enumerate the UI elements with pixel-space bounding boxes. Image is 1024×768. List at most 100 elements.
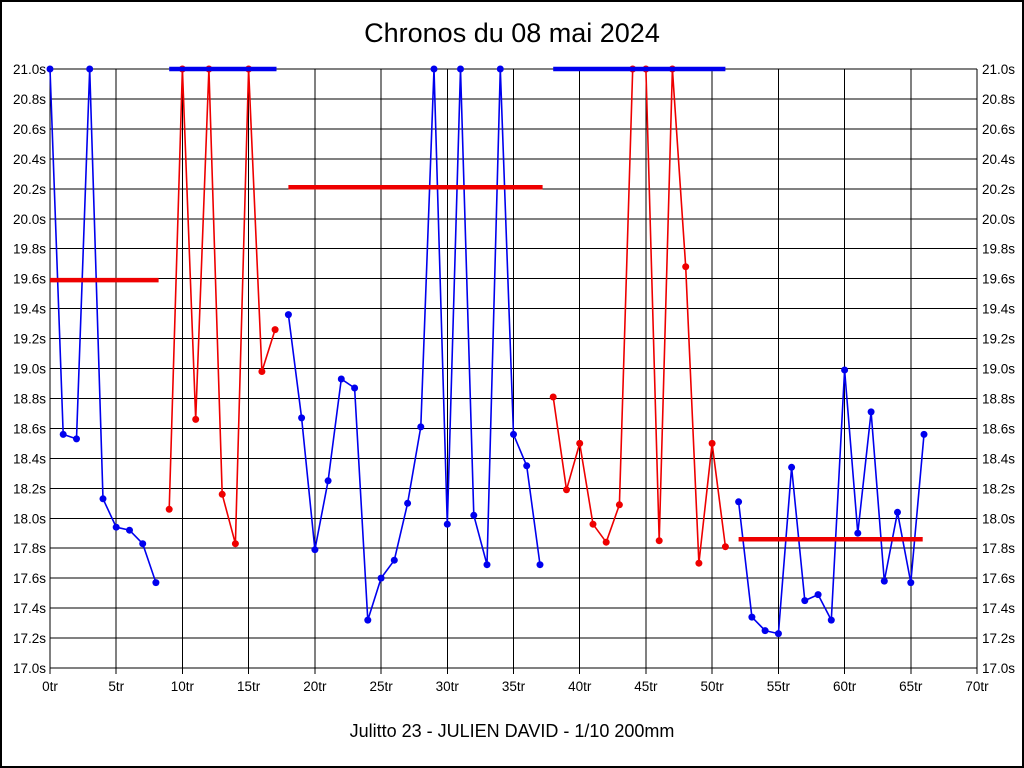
data-point — [854, 529, 862, 537]
data-point — [390, 556, 398, 564]
y-tick-label-right: 17.8s — [982, 541, 1015, 556]
data-point — [907, 579, 915, 587]
y-tick-label-left: 19.2s — [13, 332, 46, 347]
y-tick-label-left: 18.6s — [13, 421, 46, 436]
data-point — [920, 430, 928, 438]
data-point — [721, 543, 729, 551]
y-tick-label-right: 18.4s — [982, 451, 1015, 466]
y-tick-label-left: 21.0s — [13, 62, 46, 77]
data-point — [470, 511, 478, 519]
data-point — [536, 561, 544, 569]
data-point — [708, 439, 716, 447]
data-point — [324, 477, 332, 485]
data-point — [589, 520, 597, 528]
y-tick-label-right: 20.4s — [982, 152, 1015, 167]
x-tick-label: 15tr — [237, 679, 261, 694]
y-tick-label-left: 18.8s — [13, 391, 46, 406]
y-tick-label-left: 17.0s — [13, 661, 46, 676]
data-point — [417, 423, 425, 431]
data-point — [576, 439, 584, 447]
data-point — [258, 368, 266, 375]
data-point — [761, 627, 769, 635]
data-point — [549, 393, 557, 401]
data-point — [867, 408, 875, 416]
y-tick-label-right: 19.0s — [982, 362, 1015, 377]
chart-footer: Julitto 23 - JULIEN DAVID - 1/10 200mm — [349, 721, 675, 741]
data-point — [880, 577, 888, 585]
y-tick-label-left: 18.0s — [13, 511, 46, 526]
data-point — [152, 579, 160, 587]
data-point — [615, 501, 623, 509]
data-point — [218, 490, 226, 498]
x-tick-label: 35tr — [502, 679, 526, 694]
data-point — [827, 616, 835, 624]
series-line — [737, 369, 925, 635]
y-tick-label-left: 20.8s — [13, 92, 46, 107]
data-point — [655, 537, 663, 545]
data-point — [337, 375, 345, 383]
y-tick-label-left: 20.4s — [13, 152, 46, 167]
data-point — [523, 462, 531, 470]
data-point — [73, 435, 80, 443]
data-point — [443, 520, 451, 528]
data-point — [841, 366, 849, 374]
y-tick-label-left: 18.2s — [13, 481, 46, 496]
y-tick-label-left: 20.0s — [13, 212, 46, 227]
y-tick-label-right: 20.6s — [982, 122, 1015, 137]
y-tick-label-right: 19.6s — [982, 272, 1015, 287]
y-tick-label-left: 19.0s — [13, 362, 46, 377]
data-point — [59, 430, 67, 438]
data-point — [774, 630, 782, 638]
data-point — [351, 384, 359, 392]
data-point — [192, 415, 200, 423]
x-tick-label: 30tr — [436, 679, 460, 694]
x-tick-label: 5tr — [108, 679, 124, 694]
data-point — [99, 495, 107, 503]
series-line — [287, 68, 541, 621]
data-point — [695, 559, 703, 567]
data-point — [510, 430, 517, 438]
data-point — [112, 523, 120, 531]
x-tick-label: 25tr — [369, 679, 393, 694]
y-tick-label-left: 17.8s — [13, 541, 46, 556]
data-point — [139, 540, 147, 548]
y-tick-label-right: 21.0s — [982, 62, 1015, 77]
x-tick-label: 0tr — [42, 679, 58, 694]
y-tick-label-right: 20.2s — [982, 182, 1015, 197]
data-point — [894, 508, 901, 516]
series-line — [552, 68, 727, 565]
data-point — [126, 526, 133, 534]
series-line — [49, 68, 157, 584]
series-stint-5-blue — [735, 366, 928, 638]
data-point — [311, 546, 319, 554]
y-tick-label-left: 17.6s — [13, 571, 46, 586]
series-stint-1-blue — [46, 65, 160, 587]
y-tick-label-right: 19.4s — [982, 302, 1015, 317]
x-tick-label: 20tr — [303, 679, 327, 694]
y-tick-label-right: 17.0s — [982, 661, 1015, 676]
y-tick-label-left: 19.6s — [13, 272, 46, 287]
x-tick-label: 50tr — [701, 679, 725, 694]
data-point — [430, 65, 438, 73]
y-tick-label-right: 20.0s — [982, 212, 1015, 227]
y-tick-label-right: 17.4s — [982, 601, 1015, 616]
data-point — [46, 65, 54, 73]
data-point — [284, 311, 292, 319]
data-point — [735, 498, 743, 506]
x-tick-label: 45tr — [634, 679, 658, 694]
data-point — [748, 613, 756, 621]
grid — [49, 68, 978, 674]
x-tick-label: 40tr — [568, 679, 592, 694]
series-stint-4-red — [549, 65, 729, 567]
y-tick-label-right: 18.8s — [982, 391, 1015, 406]
data-point — [271, 326, 279, 334]
data-point — [602, 538, 610, 546]
data-point — [377, 574, 385, 582]
y-tick-label-left: 20.6s — [13, 122, 46, 137]
y-tick-label-right: 18.2s — [982, 481, 1015, 496]
series-stint-3-blue — [284, 65, 544, 624]
y-tick-label-right: 18.6s — [982, 421, 1015, 436]
chart-title: Chronos du 08 mai 2024 — [364, 18, 660, 48]
